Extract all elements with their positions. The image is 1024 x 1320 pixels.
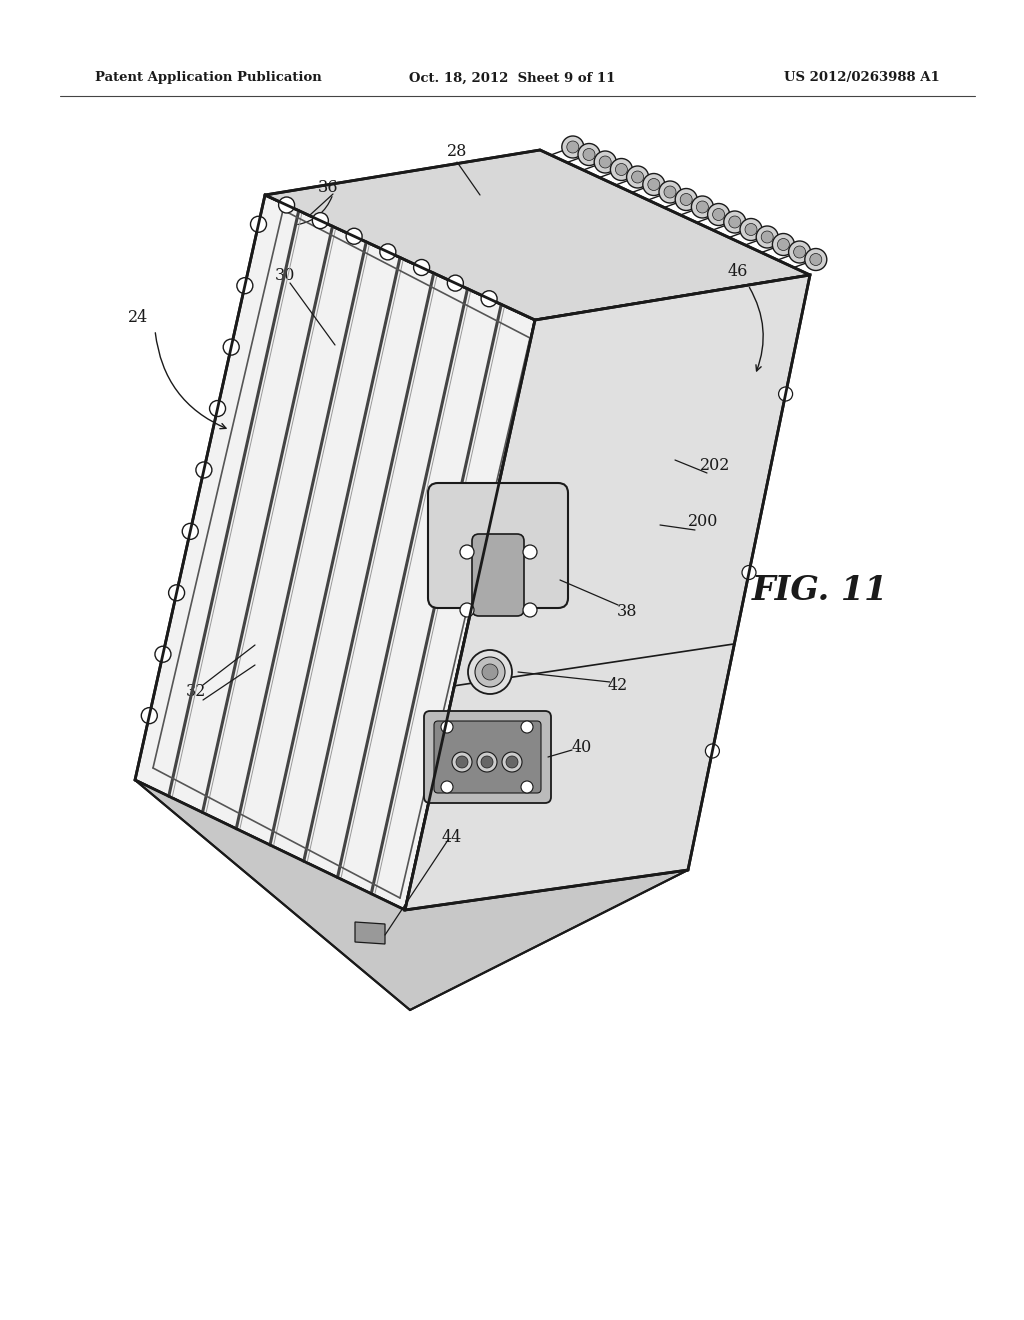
Circle shape [441, 721, 453, 733]
Circle shape [155, 647, 171, 663]
Circle shape [380, 244, 396, 260]
Text: Oct. 18, 2012  Sheet 9 of 11: Oct. 18, 2012 Sheet 9 of 11 [409, 71, 615, 84]
Circle shape [594, 150, 616, 173]
Polygon shape [265, 150, 810, 319]
Circle shape [567, 141, 579, 153]
Circle shape [482, 664, 498, 680]
Polygon shape [355, 921, 385, 944]
Polygon shape [135, 780, 688, 1010]
Circle shape [691, 195, 714, 218]
Circle shape [578, 144, 600, 165]
Text: 30: 30 [274, 268, 295, 285]
Text: FIG. 11: FIG. 11 [752, 573, 888, 606]
Circle shape [223, 339, 240, 355]
Circle shape [414, 260, 430, 276]
FancyBboxPatch shape [424, 711, 551, 803]
Circle shape [777, 239, 790, 251]
Circle shape [742, 565, 756, 579]
Circle shape [708, 203, 729, 226]
Circle shape [237, 277, 253, 293]
Circle shape [615, 164, 628, 176]
Circle shape [562, 136, 584, 158]
Text: 38: 38 [616, 603, 637, 620]
Text: 202: 202 [699, 457, 730, 474]
FancyBboxPatch shape [428, 483, 568, 609]
Text: 46: 46 [728, 264, 749, 281]
Circle shape [523, 603, 537, 616]
Polygon shape [406, 275, 810, 909]
Circle shape [523, 545, 537, 558]
Circle shape [460, 603, 474, 616]
Circle shape [141, 708, 158, 723]
Circle shape [251, 216, 266, 232]
Circle shape [456, 756, 468, 768]
Circle shape [169, 585, 184, 601]
Circle shape [805, 248, 826, 271]
Circle shape [599, 156, 611, 168]
Text: 44: 44 [442, 829, 462, 846]
Circle shape [729, 216, 740, 228]
Circle shape [196, 462, 212, 478]
Text: 28: 28 [446, 144, 467, 161]
Circle shape [312, 213, 329, 228]
Circle shape [788, 242, 811, 263]
Circle shape [521, 721, 534, 733]
Text: Patent Application Publication: Patent Application Publication [95, 71, 322, 84]
Text: US 2012/0263988 A1: US 2012/0263988 A1 [784, 71, 940, 84]
Circle shape [761, 231, 773, 243]
Circle shape [745, 223, 757, 235]
Text: 32: 32 [185, 684, 206, 701]
Circle shape [643, 173, 665, 195]
Circle shape [506, 756, 518, 768]
Polygon shape [135, 195, 535, 909]
Circle shape [756, 226, 778, 248]
Circle shape [648, 178, 659, 190]
Circle shape [182, 523, 199, 540]
Circle shape [583, 149, 595, 161]
Circle shape [460, 545, 474, 558]
Circle shape [680, 194, 692, 206]
Circle shape [468, 649, 512, 694]
Circle shape [724, 211, 745, 234]
Circle shape [632, 172, 644, 183]
Text: 36: 36 [317, 178, 338, 195]
Circle shape [675, 189, 697, 210]
Circle shape [610, 158, 633, 181]
Circle shape [521, 781, 534, 793]
Circle shape [713, 209, 725, 220]
Circle shape [279, 197, 295, 213]
Circle shape [481, 290, 497, 306]
Circle shape [627, 166, 648, 187]
Circle shape [452, 752, 472, 772]
Text: 40: 40 [571, 739, 592, 756]
Circle shape [441, 781, 453, 793]
Circle shape [481, 756, 493, 768]
Text: 24: 24 [128, 309, 148, 326]
Circle shape [664, 186, 676, 198]
Circle shape [696, 201, 709, 213]
Circle shape [502, 752, 522, 772]
Circle shape [475, 657, 505, 686]
Circle shape [810, 253, 822, 265]
FancyBboxPatch shape [434, 721, 541, 793]
Circle shape [210, 400, 225, 417]
Circle shape [706, 744, 720, 758]
Text: 42: 42 [608, 676, 628, 693]
Circle shape [477, 752, 497, 772]
Circle shape [447, 275, 463, 292]
Circle shape [794, 246, 806, 257]
FancyBboxPatch shape [472, 535, 524, 616]
Circle shape [740, 219, 762, 240]
Circle shape [778, 387, 793, 401]
Circle shape [772, 234, 795, 256]
Circle shape [659, 181, 681, 203]
Circle shape [346, 228, 362, 244]
Text: 200: 200 [688, 513, 718, 531]
